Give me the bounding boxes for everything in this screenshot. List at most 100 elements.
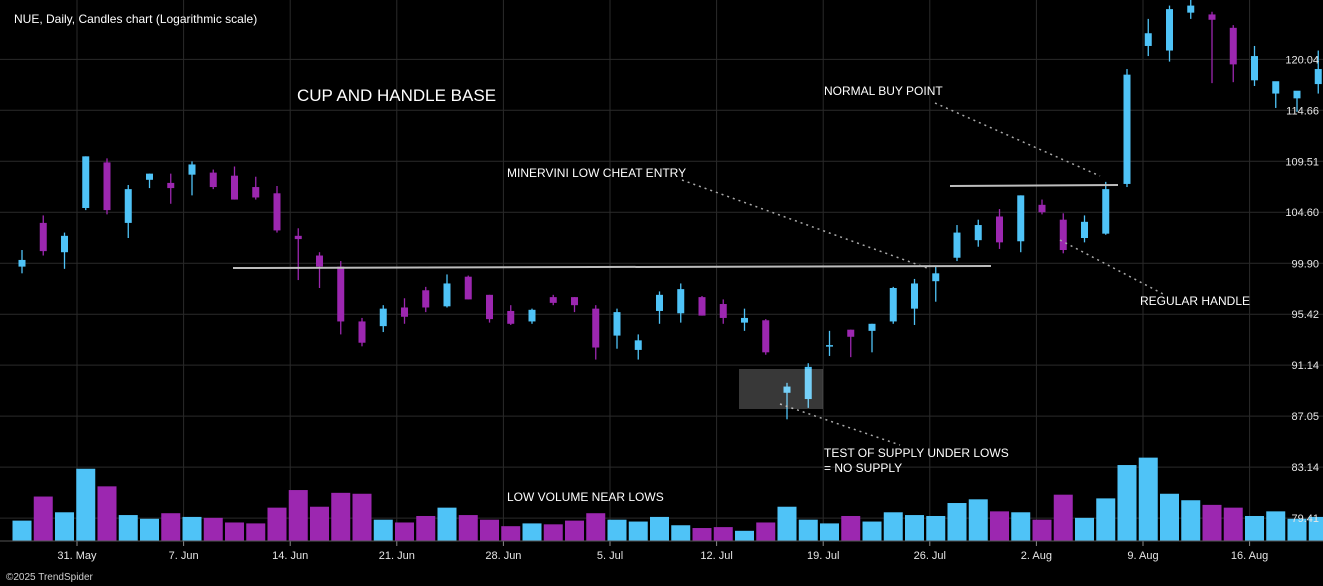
volume-bar xyxy=(777,506,797,541)
volume-bar xyxy=(1202,504,1222,541)
volume-bar xyxy=(1181,500,1201,541)
candle-body xyxy=(486,294,493,320)
candle-body xyxy=(1059,219,1067,251)
volume-bar xyxy=(437,507,457,541)
x-tick-label: 31. May xyxy=(57,550,97,562)
volume-bar xyxy=(246,523,266,541)
volume-bar xyxy=(713,527,733,541)
candle-body xyxy=(571,297,578,306)
volume-bar xyxy=(628,521,648,541)
volume-bar xyxy=(650,516,669,541)
x-tick-label: 19. Jul xyxy=(807,550,839,562)
candle-body xyxy=(188,164,196,175)
volume-bar xyxy=(12,520,32,541)
volume-bar xyxy=(841,515,861,541)
x-tick-label: 5. Jul xyxy=(597,550,623,562)
volume-bar xyxy=(182,516,202,541)
volume-bar xyxy=(203,517,223,541)
candle-body xyxy=(762,320,770,353)
candle-body xyxy=(847,329,855,337)
candle-body xyxy=(252,187,260,198)
candle-body xyxy=(1251,56,1258,81)
candle-body xyxy=(61,235,68,253)
volume-bar xyxy=(522,523,542,541)
volume-bar xyxy=(1117,465,1137,541)
candle-body xyxy=(996,216,1003,243)
x-tick-label: 28. Jun xyxy=(485,550,521,562)
volume-bar xyxy=(1011,512,1031,541)
candle-body xyxy=(401,307,408,317)
grid xyxy=(0,0,1323,541)
volume-bar xyxy=(586,513,606,541)
volume-bar xyxy=(140,518,159,541)
candle-body xyxy=(1187,5,1195,13)
candle-body xyxy=(741,317,748,323)
normal-buy-leader xyxy=(934,102,1101,177)
x-tick-label: 2. Aug xyxy=(1021,550,1052,562)
candle-body xyxy=(656,294,663,311)
regular-handle-leader xyxy=(1059,239,1166,296)
overlay xyxy=(232,102,1166,446)
candle-body xyxy=(932,273,940,282)
volume-bar xyxy=(373,519,393,541)
volume-bar xyxy=(671,525,691,541)
y-tick-label: 79.41 xyxy=(1291,513,1319,525)
candle-body xyxy=(1166,9,1173,51)
x-axis: 31. May 7. Jun 14. Jun 21. Jun 28. Jun 5. Jul… xyxy=(0,540,1323,562)
volume-bar xyxy=(310,506,329,541)
candle-body xyxy=(443,283,451,307)
test-supply-box xyxy=(739,369,823,409)
volume-bar xyxy=(820,523,839,541)
volume-bar xyxy=(1096,498,1116,541)
candle-body xyxy=(358,321,366,343)
volume-bar xyxy=(543,524,563,541)
candle-body xyxy=(1123,74,1131,184)
candle-body xyxy=(1038,204,1046,213)
y-tick-label: 109.51 xyxy=(1285,156,1319,168)
x-tick-label: 16. Aug xyxy=(1231,550,1268,562)
x-tick-label: 21. Jun xyxy=(379,550,415,562)
candle-body xyxy=(337,266,345,322)
x-tick-label: 14. Jun xyxy=(272,550,308,562)
y-tick-label: 99.90 xyxy=(1291,258,1319,270)
y-tick-label: 87.05 xyxy=(1291,411,1319,423)
volume-bar xyxy=(118,515,138,541)
candles xyxy=(18,0,1322,420)
candle-body xyxy=(103,162,111,211)
candle-body xyxy=(167,182,175,189)
candle-body xyxy=(1314,69,1322,85)
test-supply-label-2: = NO SUPPLY xyxy=(824,461,902,475)
volume-bar xyxy=(1032,519,1052,541)
y-tick-label: 95.42 xyxy=(1291,309,1319,321)
test-supply-leader xyxy=(779,403,901,446)
x-tick-label: 26. Jul xyxy=(914,550,946,562)
volume-bar xyxy=(161,513,181,541)
volume-bar xyxy=(1266,511,1286,541)
candle-body xyxy=(124,189,132,223)
volume-bar xyxy=(735,530,754,541)
copyright: ©2025 TrendSpider xyxy=(6,572,94,583)
volume-bar xyxy=(990,511,1009,541)
volume-bar xyxy=(1223,507,1243,541)
volume-bar xyxy=(331,492,351,541)
volume-bar xyxy=(1053,494,1073,541)
minervini-label: MINERVINI LOW CHEAT ENTRY xyxy=(507,166,686,180)
candle-body xyxy=(1272,81,1280,94)
candle-body xyxy=(549,297,557,303)
candle-body xyxy=(1102,189,1110,234)
candle-body xyxy=(804,366,812,400)
candle-body xyxy=(379,308,387,327)
candle-body xyxy=(698,297,706,316)
candle-body xyxy=(316,255,323,267)
candle-body xyxy=(507,310,515,324)
candle-body xyxy=(39,222,47,252)
cheat-entry-line xyxy=(232,265,992,269)
candle-body xyxy=(82,156,90,208)
volume-bar xyxy=(1245,515,1264,541)
volume-bar xyxy=(607,519,627,541)
volume-bar xyxy=(905,515,924,541)
candle-body xyxy=(231,175,238,200)
volume-bar xyxy=(480,519,499,541)
volume-bar xyxy=(501,526,521,541)
